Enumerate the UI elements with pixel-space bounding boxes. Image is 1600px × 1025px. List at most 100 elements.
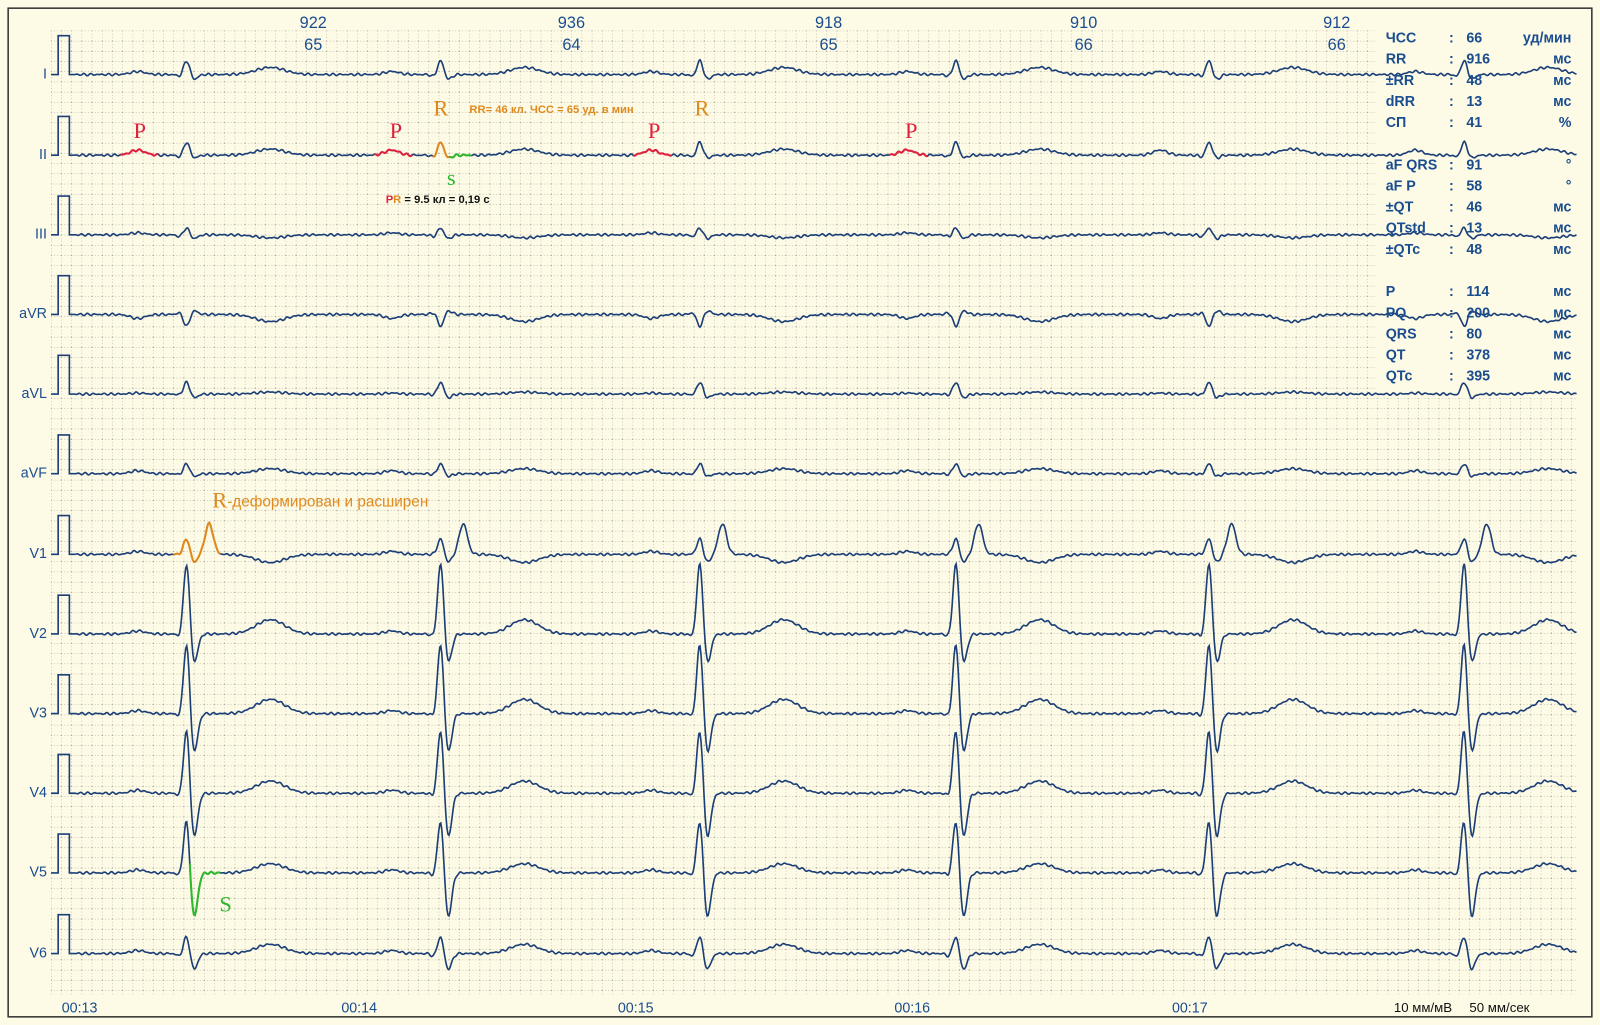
ecg-trace xyxy=(75,309,1577,329)
calibration-pulse xyxy=(51,913,76,955)
lead-label: aVF xyxy=(21,465,47,481)
stat-name: QT xyxy=(1386,348,1406,364)
lead-label: aVR xyxy=(19,306,47,322)
rr-interval: 912 xyxy=(1323,14,1350,32)
stat-value: 48 xyxy=(1466,73,1482,89)
lead-label: V2 xyxy=(29,626,47,642)
r-label: R xyxy=(433,95,448,120)
lead-label: aVL xyxy=(22,386,47,402)
stat-value: 80 xyxy=(1466,326,1482,342)
v1-text: -деформирован и расширен xyxy=(227,493,428,510)
p-label: P xyxy=(905,118,917,143)
stat-unit: уд/мин xyxy=(1523,31,1572,47)
stats-panel xyxy=(1375,22,1580,399)
rr-interval: 910 xyxy=(1070,14,1097,32)
stat-value: 46 xyxy=(1466,200,1482,216)
calibration-pulse xyxy=(51,274,76,316)
stat-separator: : xyxy=(1449,200,1454,216)
stat-separator: : xyxy=(1449,221,1454,237)
stat-unit: мс xyxy=(1553,73,1571,89)
rr-interval: 936 xyxy=(558,14,585,32)
stat-value: 916 xyxy=(1466,52,1490,68)
time-label: 00:15 xyxy=(618,1000,654,1016)
stat-name: ЧСС xyxy=(1386,31,1417,47)
stat-name: QTc xyxy=(1386,369,1413,385)
stat-name: PQ xyxy=(1386,305,1407,321)
p-label: P xyxy=(134,118,146,143)
ecg-trace xyxy=(75,380,1577,400)
calibration-pulse xyxy=(51,115,76,156)
stat-separator: : xyxy=(1449,115,1454,131)
ecg-trace xyxy=(889,148,928,158)
heart-rate: 65 xyxy=(304,36,322,54)
heart-rate: 66 xyxy=(1075,36,1093,54)
lead-label: V5 xyxy=(29,865,47,881)
stat-separator: : xyxy=(1449,326,1454,342)
calibration-pulse xyxy=(51,594,76,635)
stat-name: СП xyxy=(1386,115,1407,131)
ecg-trace xyxy=(75,642,1577,754)
stat-value: 91 xyxy=(1466,157,1482,173)
rr-note: RR= 46 кл. ЧСС = 65 уд. в мин xyxy=(469,104,633,116)
stat-separator: : xyxy=(1449,284,1454,300)
stat-unit: мс xyxy=(1553,242,1571,258)
p-label: P xyxy=(390,118,402,143)
stat-value: 114 xyxy=(1466,284,1489,300)
stat-unit: мс xyxy=(1553,326,1571,342)
stat-value: 41 xyxy=(1466,115,1482,131)
stat-name: ±QTc xyxy=(1386,242,1421,258)
p-label: P xyxy=(648,118,660,143)
stat-separator: : xyxy=(1449,157,1454,173)
stat-value: 58 xyxy=(1466,178,1482,194)
v1-r: R xyxy=(212,487,227,512)
ecg-trace xyxy=(188,863,221,917)
stat-unit: мс xyxy=(1553,52,1571,68)
pr-text: = 9.5 кл = 0,19 с xyxy=(401,194,489,206)
stat-unit: мс xyxy=(1553,221,1571,237)
lead-label: V6 xyxy=(29,945,47,961)
stat-name: QTstd xyxy=(1386,221,1426,237)
stat-separator: : xyxy=(1449,52,1454,68)
traces xyxy=(51,34,1577,971)
ecg-trace xyxy=(75,58,1577,81)
pr-note: PR = 9.5 кл = 0,19 с xyxy=(386,194,490,206)
stat-unit: ° xyxy=(1566,157,1572,173)
ecg-trace xyxy=(75,728,1577,839)
stat-name: ±QT xyxy=(1386,200,1414,216)
ecg-trace xyxy=(448,153,472,159)
stat-separator: : xyxy=(1449,73,1454,89)
calibration-pulse xyxy=(51,514,76,556)
ecg-trace xyxy=(75,462,1577,478)
lead-label: II xyxy=(39,147,47,163)
stat-separator: : xyxy=(1449,94,1454,110)
time-label: 00:16 xyxy=(894,1000,930,1016)
ecg-trace xyxy=(75,521,1577,565)
stat-name: P xyxy=(1386,284,1396,300)
r-label: R xyxy=(695,95,710,120)
ecg-trace xyxy=(173,520,221,564)
stat-name: dRR xyxy=(1386,94,1416,110)
lead-label: V1 xyxy=(29,546,47,562)
stat-unit: ° xyxy=(1566,178,1572,194)
stat-name: ±RR xyxy=(1386,73,1415,89)
calibration-pulse xyxy=(51,195,76,236)
stat-separator: : xyxy=(1449,31,1454,47)
stat-unit: мс xyxy=(1553,369,1571,385)
lead-label: III xyxy=(35,227,47,243)
stat-value: 378 xyxy=(1466,348,1490,364)
ecg-trace xyxy=(633,148,672,157)
grid xyxy=(51,30,1577,996)
time-label: 00:17 xyxy=(1172,1000,1208,1016)
stat-name: aF QRS xyxy=(1386,157,1438,173)
time-label: 00:14 xyxy=(341,1000,377,1016)
stat-separator: : xyxy=(1449,242,1454,258)
stat-unit: мс xyxy=(1553,305,1571,321)
stat-value: 13 xyxy=(1466,94,1482,110)
stat-value: 13 xyxy=(1466,221,1482,237)
stat-separator: : xyxy=(1449,305,1454,321)
stat-separator: : xyxy=(1449,369,1454,385)
stat-value: 395 xyxy=(1466,369,1490,385)
calibration-pulse xyxy=(51,753,76,795)
